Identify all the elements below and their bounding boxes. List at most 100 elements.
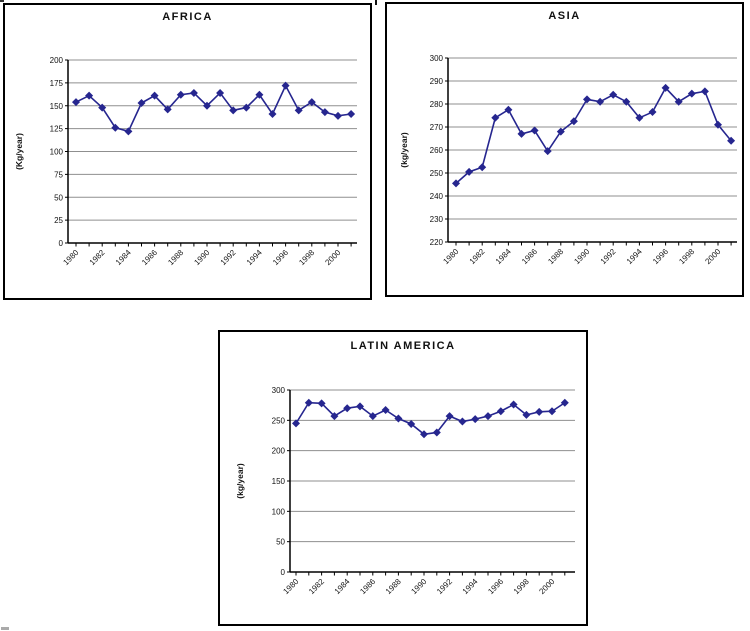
asia-chart-panel: ASIA 220 230 240 250 260 270 280 290 300 1980 1982…	[385, 2, 744, 297]
data-point-marker	[583, 95, 591, 104]
data-point-marker	[714, 120, 722, 129]
data-point-marker	[548, 407, 556, 416]
data-point-marker	[509, 400, 518, 409]
svg-text:1998: 1998	[512, 577, 531, 596]
data-point-marker	[687, 89, 696, 98]
data-point-marker	[648, 108, 657, 117]
gridlines	[290, 389, 575, 543]
svg-text:1998: 1998	[677, 247, 696, 266]
top-center-tick-mark	[375, 0, 377, 5]
data-point-marker	[229, 106, 238, 115]
data-point-marker	[661, 83, 670, 92]
data-point-marker	[330, 412, 339, 421]
svg-text:250: 250	[272, 416, 286, 425]
data-point-marker	[535, 407, 544, 416]
svg-text:1998: 1998	[297, 248, 316, 267]
gridlines	[68, 59, 357, 221]
svg-text:75: 75	[54, 170, 63, 179]
x-axis	[68, 242, 357, 247]
svg-text:1980: 1980	[281, 577, 300, 596]
data-point-marker	[343, 404, 352, 413]
svg-text:1994: 1994	[461, 577, 480, 596]
svg-text:1988: 1988	[384, 577, 403, 596]
data-point-marker	[394, 414, 403, 423]
svg-text:1996: 1996	[271, 248, 290, 267]
data-point-marker	[268, 109, 277, 118]
data-point-marker	[317, 399, 326, 408]
data-point-marker	[150, 91, 159, 100]
svg-text:1990: 1990	[409, 577, 428, 596]
svg-text:1988: 1988	[166, 248, 185, 267]
data-point-marker	[307, 98, 316, 107]
year-axis-labels: 1980 1982 1984 1986 1988 1990 1992 1994 1996 1998…	[281, 577, 556, 596]
data-point-marker	[176, 90, 185, 99]
svg-text:1996: 1996	[651, 247, 670, 266]
svg-text:1988: 1988	[546, 247, 565, 266]
latin-america-chart-title: LATIN AMERICA	[350, 340, 456, 352]
svg-text:1992: 1992	[219, 248, 238, 267]
svg-text:200: 200	[50, 56, 64, 65]
gridlines	[448, 57, 737, 220]
data-point-marker	[504, 105, 513, 114]
data-point-marker	[458, 417, 467, 426]
svg-text:50: 50	[276, 538, 285, 547]
bottom-left-edge-mark	[1, 627, 9, 630]
asia-chart-title: ASIA	[548, 10, 581, 22]
svg-text:0: 0	[59, 239, 64, 248]
data-point-marker	[72, 98, 80, 107]
africa-chart-title: AFRICA	[162, 11, 213, 23]
data-point-marker	[635, 113, 644, 122]
svg-text:1994: 1994	[245, 248, 264, 267]
data-point-marker	[569, 117, 578, 126]
data-point-marker	[216, 88, 225, 97]
svg-text:0: 0	[281, 568, 286, 577]
svg-text:1984: 1984	[114, 248, 133, 267]
y-axis: 220 230 240 250 260 270 280 290 300	[430, 54, 449, 247]
data-line	[75, 83, 352, 133]
x-axis	[448, 241, 737, 246]
y-axis-title: (Kg/year)	[14, 133, 24, 170]
svg-text:150: 150	[272, 477, 286, 486]
data-point-marker	[368, 412, 377, 421]
svg-text:1982: 1982	[88, 248, 107, 267]
x-axis	[290, 571, 575, 576]
svg-text:175: 175	[50, 79, 64, 88]
data-point-marker	[478, 163, 487, 172]
top-left-edge-mark	[0, 0, 4, 2]
svg-text:(Kg/year): (Kg/year)	[14, 133, 24, 170]
svg-text:1982: 1982	[307, 577, 326, 596]
data-point-marker	[111, 123, 120, 132]
y-axis-title: (kg/year)	[399, 132, 409, 168]
svg-text:1980: 1980	[441, 247, 460, 266]
data-point-marker	[137, 99, 146, 108]
data-point-marker	[543, 147, 552, 156]
svg-text:25: 25	[54, 216, 63, 225]
svg-text:150: 150	[50, 102, 64, 111]
svg-text:100: 100	[272, 507, 286, 516]
y-axis: 0 25 50 75 100 125 150 175 200	[50, 56, 69, 248]
svg-text:290: 290	[430, 77, 444, 86]
svg-text:1982: 1982	[468, 247, 487, 266]
data-point-marker	[522, 410, 531, 419]
svg-text:125: 125	[50, 125, 64, 134]
svg-text:280: 280	[430, 100, 444, 109]
data-point-marker	[556, 127, 565, 136]
data-point-marker	[491, 113, 500, 122]
svg-text:270: 270	[430, 123, 444, 132]
svg-text:(kg/year): (kg/year)	[399, 132, 409, 168]
svg-text:250: 250	[430, 169, 444, 178]
data-point-marker	[292, 419, 300, 428]
data-point-marker	[334, 111, 342, 120]
svg-text:2000: 2000	[323, 248, 342, 267]
data-point-marker	[85, 91, 94, 100]
y-axis: 0 50 100 150 200 250 300	[272, 386, 291, 577]
data-point-markers	[292, 398, 569, 439]
data-point-marker	[320, 108, 329, 117]
svg-text:1992: 1992	[599, 247, 618, 266]
africa-chart-panel: AFRICA 0 25 50 75 100 125 150 175 200 1980 1982 198…	[3, 3, 372, 300]
data-point-marker	[281, 81, 290, 90]
data-point-marker	[700, 87, 709, 96]
